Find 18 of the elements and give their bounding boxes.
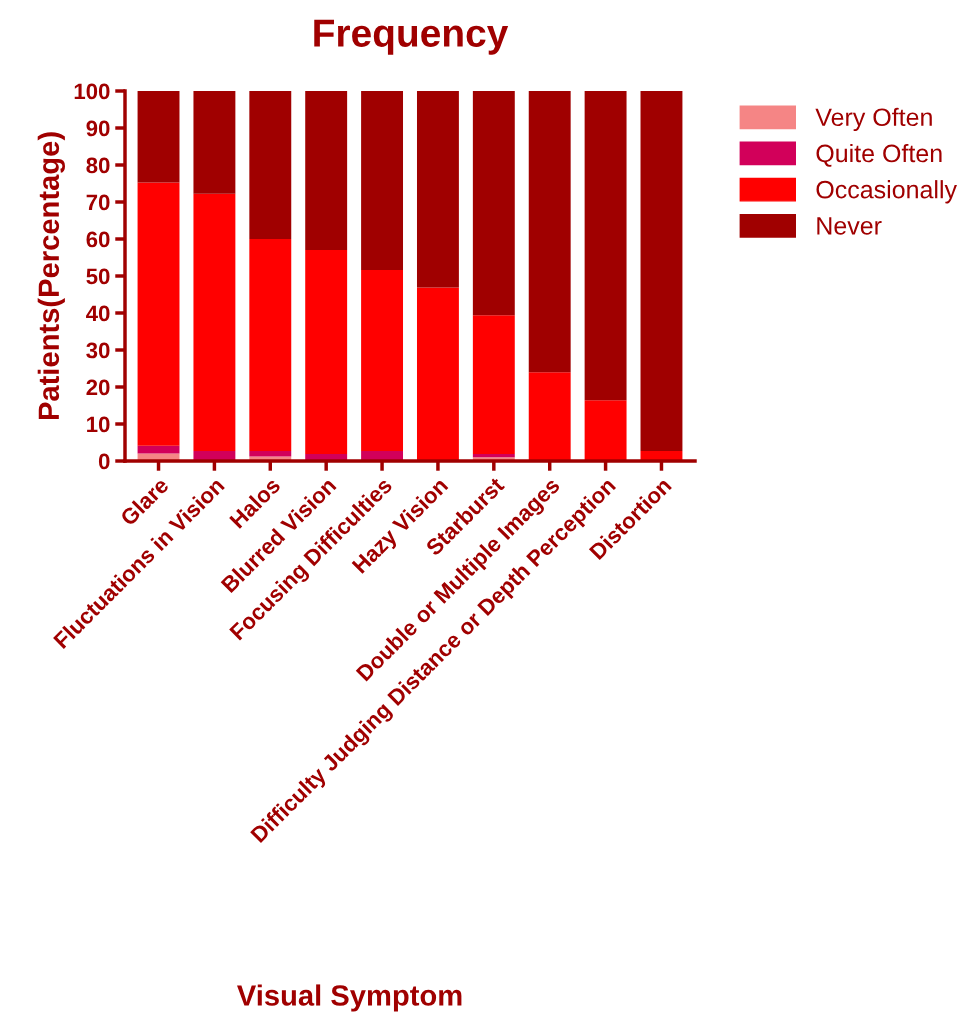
legend-label: Never: [817, 217, 882, 235]
y-tick-label: 50: [86, 268, 110, 285]
y-tick-label: 100: [74, 83, 110, 100]
y-tick-label: 90: [86, 120, 110, 137]
x-axis-title: Visual Symptom: [237, 984, 462, 1012]
y-tick-label: 70: [86, 194, 110, 211]
chart-title: Frequency: [314, 19, 509, 55]
legend-label: Very Often: [815, 107, 932, 132]
y-axis-title: Patients(Percentage): [37, 132, 66, 420]
y-tick-label: 40: [86, 305, 110, 322]
legend-label: Occasionally: [816, 180, 957, 204]
y-tick-label: 60: [86, 231, 110, 248]
legend-label: Quite Often: [816, 143, 942, 167]
y-tick-label: 10: [87, 416, 110, 433]
y-tick-label: 20: [86, 379, 110, 396]
y-tick-label: 30: [86, 342, 110, 359]
y-tick-label: 80: [86, 157, 110, 174]
y-tick-label: 0: [98, 453, 110, 470]
